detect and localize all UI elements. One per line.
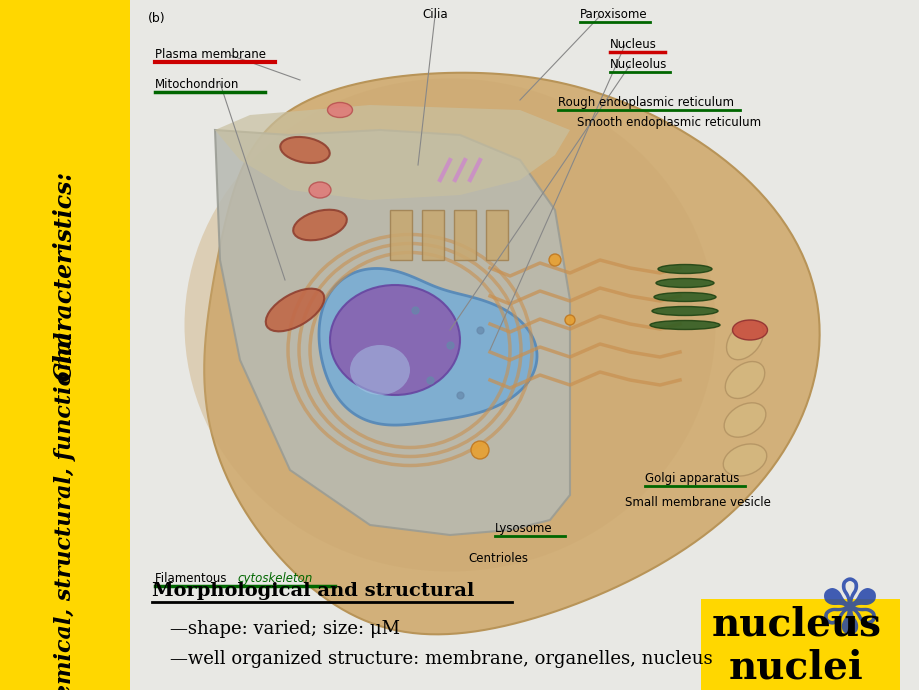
Ellipse shape bbox=[722, 444, 766, 476]
Ellipse shape bbox=[652, 306, 717, 315]
Ellipse shape bbox=[732, 320, 766, 340]
Ellipse shape bbox=[657, 264, 711, 273]
FancyBboxPatch shape bbox=[453, 210, 475, 260]
Ellipse shape bbox=[653, 293, 715, 302]
FancyBboxPatch shape bbox=[130, 0, 919, 690]
Text: Filamentous: Filamentous bbox=[154, 572, 230, 585]
FancyBboxPatch shape bbox=[700, 599, 899, 690]
FancyBboxPatch shape bbox=[0, 0, 130, 690]
Ellipse shape bbox=[549, 254, 561, 266]
Ellipse shape bbox=[724, 362, 764, 398]
Polygon shape bbox=[215, 105, 570, 200]
Ellipse shape bbox=[309, 182, 331, 198]
Ellipse shape bbox=[650, 320, 720, 330]
Text: —well organized structure: membrane, organelles, nucleus: —well organized structure: membrane, org… bbox=[169, 650, 711, 668]
Polygon shape bbox=[319, 268, 537, 425]
Text: Nucleolus: Nucleolus bbox=[609, 58, 666, 71]
Text: Golgi apparatus: Golgi apparatus bbox=[644, 472, 739, 485]
Polygon shape bbox=[215, 130, 570, 535]
Ellipse shape bbox=[726, 320, 763, 359]
Text: Mitochondrion: Mitochondrion bbox=[154, 78, 239, 91]
Ellipse shape bbox=[330, 285, 460, 395]
Ellipse shape bbox=[564, 315, 574, 325]
Ellipse shape bbox=[471, 441, 489, 459]
Ellipse shape bbox=[293, 210, 346, 240]
Text: nucleus: nucleus bbox=[710, 605, 880, 643]
Text: nuclei: nuclei bbox=[728, 648, 863, 687]
Ellipse shape bbox=[655, 279, 713, 288]
Text: Paroxisome: Paroxisome bbox=[579, 8, 647, 21]
Text: (b): (b) bbox=[148, 12, 165, 25]
Text: Characteristics:: Characteristics: bbox=[52, 171, 77, 381]
Ellipse shape bbox=[723, 403, 765, 437]
Text: cytoskeleton: cytoskeleton bbox=[237, 572, 312, 585]
Text: ✾: ✾ bbox=[817, 576, 881, 650]
Polygon shape bbox=[204, 72, 819, 634]
Text: Centrioles: Centrioles bbox=[468, 552, 528, 565]
Text: Rough endoplasmic reticulum: Rough endoplasmic reticulum bbox=[558, 96, 733, 109]
Ellipse shape bbox=[280, 137, 329, 163]
Text: Plasma membrane: Plasma membrane bbox=[154, 48, 266, 61]
Text: Cilia: Cilia bbox=[422, 8, 448, 21]
Text: Smooth endoplasmic reticulum: Smooth endoplasmic reticulum bbox=[576, 116, 760, 129]
Text: Nucleus: Nucleus bbox=[609, 38, 656, 51]
Ellipse shape bbox=[185, 79, 715, 571]
FancyBboxPatch shape bbox=[390, 210, 412, 260]
Text: Chemical, structural, functional: Chemical, structural, functional bbox=[54, 331, 75, 690]
Text: Small membrane vesicle: Small membrane vesicle bbox=[624, 496, 770, 509]
FancyBboxPatch shape bbox=[485, 210, 507, 260]
Ellipse shape bbox=[349, 345, 410, 395]
Text: Morphological and structural: Morphological and structural bbox=[152, 582, 473, 600]
Text: —shape: varied; size: μM: —shape: varied; size: μM bbox=[169, 620, 399, 638]
Ellipse shape bbox=[266, 288, 323, 331]
FancyBboxPatch shape bbox=[422, 210, 444, 260]
Ellipse shape bbox=[327, 103, 352, 117]
Text: Lysosome: Lysosome bbox=[494, 522, 552, 535]
